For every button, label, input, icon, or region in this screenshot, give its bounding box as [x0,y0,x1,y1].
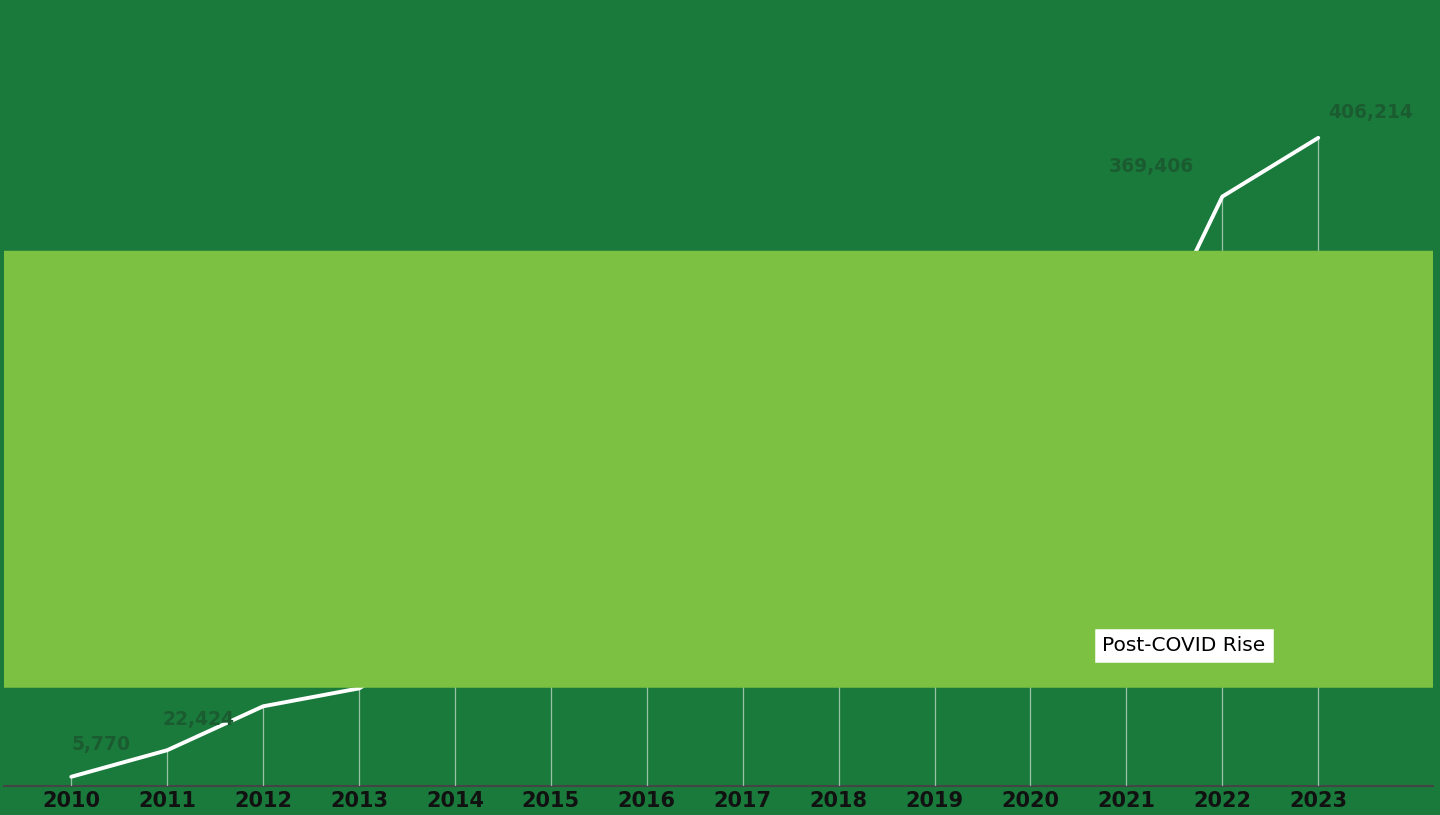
Text: 49,929: 49,929 [258,667,331,685]
Text: 146,906: 146,906 [834,512,919,531]
Text: 153,833: 153,833 [1025,500,1110,520]
Text: 95,670: 95,670 [451,593,523,613]
Text: 369,406: 369,406 [1109,156,1194,176]
Text: 174,279: 174,279 [737,468,822,487]
Text: 110,848: 110,848 [642,570,727,588]
Text: 61,173: 61,173 [354,649,426,667]
Text: 5,770: 5,770 [72,735,130,755]
FancyArrow shape [0,252,1440,687]
Text: 22,424: 22,424 [163,711,235,729]
Text: 244,789: 244,789 [1122,355,1207,375]
Text: Post-COVID Rise: Post-COVID Rise [1103,636,1266,655]
Text: 100,487: 100,487 [930,586,1015,605]
Text: 72,217: 72,217 [546,631,618,650]
Text: 406,214: 406,214 [1328,103,1413,122]
